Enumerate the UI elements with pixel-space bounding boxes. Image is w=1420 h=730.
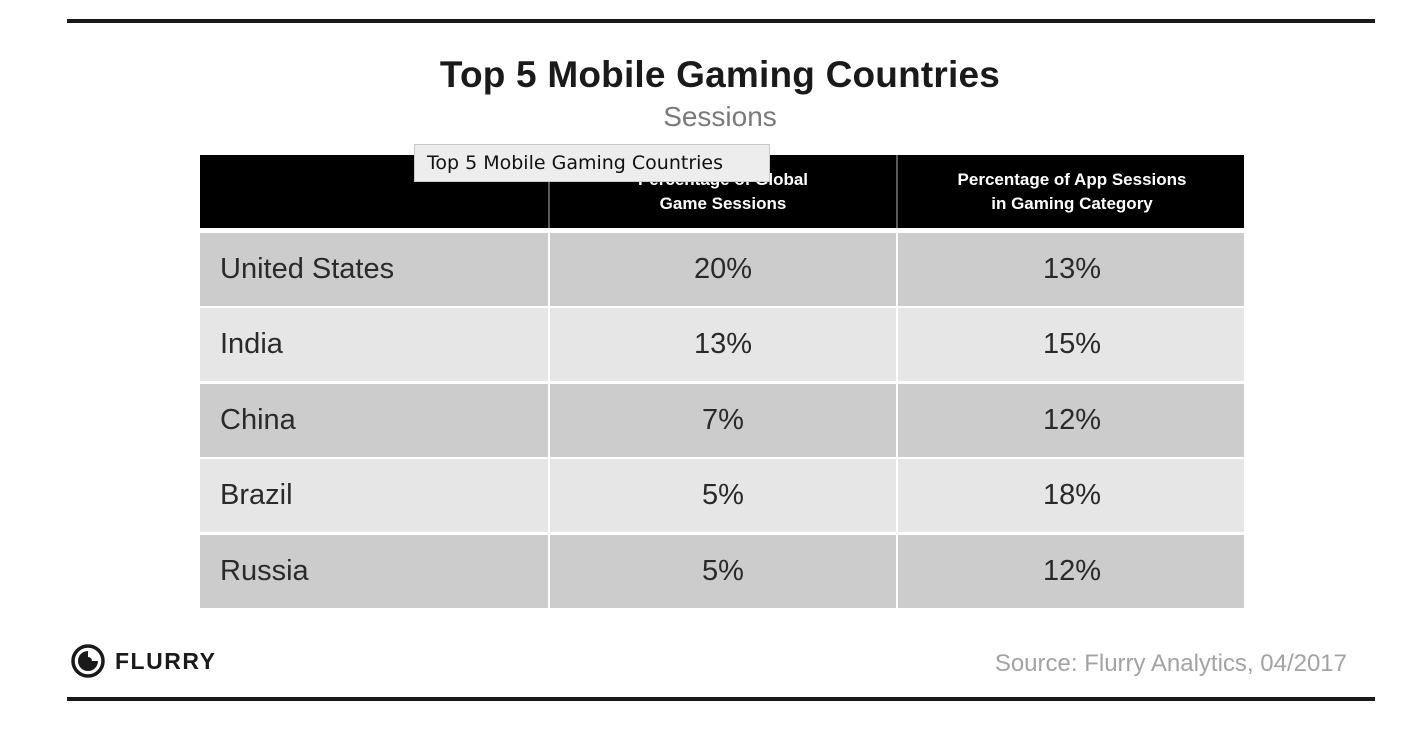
- app-sessions-cell: 13%: [896, 233, 1246, 306]
- country-cell: China: [220, 404, 296, 436]
- data-table: Percentage of Global Game Sessions Perce…: [200, 155, 1244, 608]
- flurry-logo-text: FLURRY: [115, 647, 217, 674]
- country-cell: Brazil: [220, 479, 293, 511]
- table-row: Brazil 5% 18%: [200, 459, 1244, 532]
- global-sessions-cell: 13%: [548, 308, 896, 381]
- hover-tooltip: Top 5 Mobile Gaming Countries: [414, 144, 770, 182]
- flurry-logo-icon: [71, 644, 105, 678]
- top-rule: [67, 19, 1375, 23]
- source-note: Source: Flurry Analytics, 04/2017: [994, 650, 1347, 677]
- table-row: China 7% 12%: [200, 384, 1244, 457]
- country-cell: Russia: [220, 555, 309, 587]
- country-cell: United States: [220, 253, 395, 285]
- global-sessions-cell: 5%: [548, 459, 896, 532]
- global-sessions-cell: 5%: [548, 535, 896, 608]
- global-sessions-cell: 7%: [548, 384, 896, 457]
- app-sessions-cell: 15%: [896, 308, 1246, 381]
- global-sessions-cell: 20%: [548, 233, 896, 306]
- flurry-logo: FLURRY: [71, 643, 216, 679]
- app-sessions-cell: 18%: [896, 459, 1246, 532]
- table-row: United States 20% 13%: [200, 233, 1244, 306]
- header-cell-app-sessions: Percentage of App Sessions in Gaming Cat…: [896, 155, 1246, 228]
- app-sessions-cell: 12%: [896, 535, 1246, 608]
- chart-subtitle: Sessions: [663, 101, 777, 132]
- table-row: India 13% 15%: [200, 308, 1244, 381]
- app-sessions-cell: 12%: [896, 384, 1246, 457]
- country-cell: India: [220, 328, 283, 360]
- chart-title: Top 5 Mobile Gaming Countries: [439, 54, 1001, 95]
- bottom-rule: [67, 697, 1375, 701]
- table-row: Russia 5% 12%: [200, 535, 1244, 608]
